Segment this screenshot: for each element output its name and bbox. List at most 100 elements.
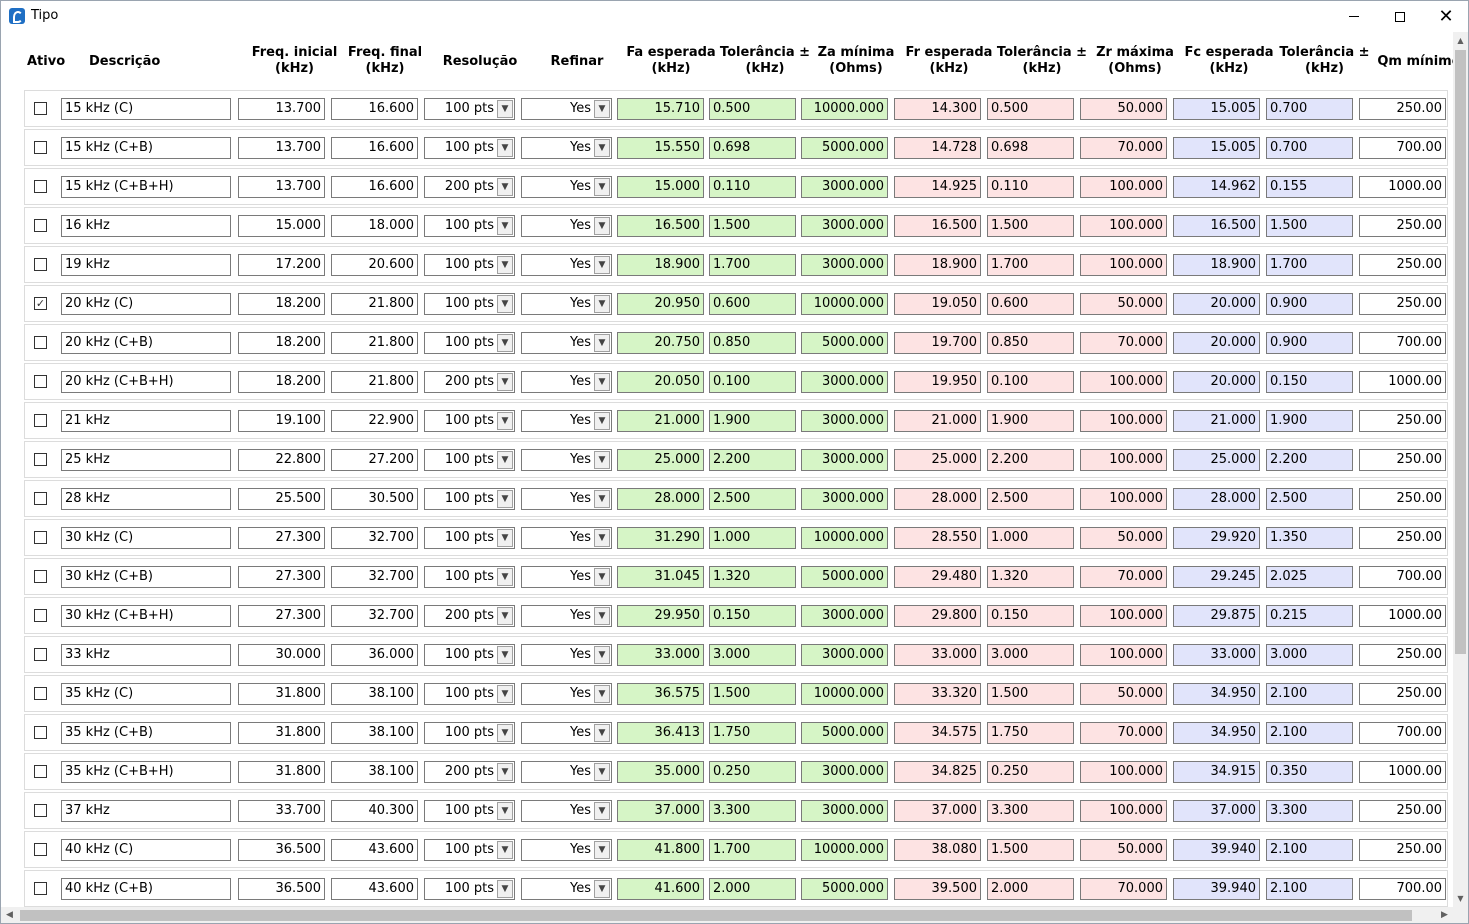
- vertical-scroll-thumb[interactable]: [1455, 50, 1466, 654]
- fr-tol-field[interactable]: 0.100: [987, 371, 1074, 393]
- za-minima-field[interactable]: 5000.000: [801, 722, 888, 744]
- refinar-dropdown[interactable]: Yes ▼: [521, 449, 612, 471]
- fa-tol-field[interactable]: 3.000: [709, 644, 796, 666]
- chevron-down-icon[interactable]: ▼: [497, 451, 513, 469]
- ativo-checkbox[interactable]: [34, 843, 47, 856]
- descricao-field[interactable]: 37 kHz: [61, 800, 231, 822]
- descricao-field[interactable]: 35 kHz (C+B+H): [61, 761, 231, 783]
- chevron-down-icon[interactable]: ▼: [594, 685, 610, 703]
- zr-maxima-field[interactable]: 100.000: [1080, 215, 1167, 237]
- freq-final-field[interactable]: 27.200: [331, 449, 418, 471]
- freq-inicial-field[interactable]: 33.700: [238, 800, 325, 822]
- chevron-down-icon[interactable]: ▼: [497, 685, 513, 703]
- freq-final-field[interactable]: 36.000: [331, 644, 418, 666]
- zr-maxima-field[interactable]: 70.000: [1080, 137, 1167, 159]
- chevron-down-icon[interactable]: ▼: [497, 217, 513, 235]
- fr-esperada-field[interactable]: 34.825: [894, 761, 981, 783]
- fr-tol-field[interactable]: 2.500: [987, 488, 1074, 510]
- chevron-down-icon[interactable]: ▼: [497, 100, 513, 118]
- resolucao-dropdown[interactable]: 100 pts ▼: [424, 683, 515, 705]
- za-minima-field[interactable]: 10000.000: [801, 293, 888, 315]
- freq-final-field[interactable]: 21.800: [331, 293, 418, 315]
- fc-esperada-field[interactable]: 29.245: [1173, 566, 1260, 588]
- chevron-down-icon[interactable]: ▼: [497, 295, 513, 313]
- fa-tol-field[interactable]: 0.250: [709, 761, 796, 783]
- freq-final-field[interactable]: 43.600: [331, 839, 418, 861]
- resolucao-dropdown[interactable]: 100 pts ▼: [424, 878, 515, 900]
- chevron-down-icon[interactable]: ▼: [497, 880, 513, 898]
- za-minima-field[interactable]: 3000.000: [801, 176, 888, 198]
- refinar-dropdown[interactable]: Yes ▼: [521, 566, 612, 588]
- fc-esperada-field[interactable]: 33.000: [1173, 644, 1260, 666]
- ativo-checkbox[interactable]: [34, 687, 47, 700]
- zr-maxima-field[interactable]: 70.000: [1080, 332, 1167, 354]
- freq-inicial-field[interactable]: 30.000: [238, 644, 325, 666]
- freq-inicial-field[interactable]: 18.200: [238, 332, 325, 354]
- fr-tol-field[interactable]: 2.200: [987, 449, 1074, 471]
- qm-minimo-field[interactable]: 250.00: [1359, 254, 1446, 276]
- descricao-field[interactable]: 30 kHz (C): [61, 527, 231, 549]
- qm-minimo-field[interactable]: 1000.00: [1359, 176, 1446, 198]
- qm-minimo-field[interactable]: 1000.00: [1359, 761, 1446, 783]
- freq-inicial-field[interactable]: 13.700: [238, 176, 325, 198]
- fa-tol-field[interactable]: 1.500: [709, 215, 796, 237]
- qm-minimo-field[interactable]: 250.00: [1359, 683, 1446, 705]
- resolucao-dropdown[interactable]: 100 pts ▼: [424, 644, 515, 666]
- chevron-down-icon[interactable]: ▼: [594, 646, 610, 664]
- fa-esperada-field[interactable]: 15.710: [617, 98, 704, 120]
- chevron-down-icon[interactable]: ▼: [594, 724, 610, 742]
- fa-tol-field[interactable]: 1.700: [709, 254, 796, 276]
- fa-tol-field[interactable]: 0.500: [709, 98, 796, 120]
- ativo-checkbox[interactable]: [34, 375, 47, 388]
- freq-inicial-field[interactable]: 15.000: [238, 215, 325, 237]
- chevron-down-icon[interactable]: ▼: [497, 256, 513, 274]
- fc-esperada-field[interactable]: 14.962: [1173, 176, 1260, 198]
- fr-tol-field[interactable]: 1.500: [987, 215, 1074, 237]
- freq-final-field[interactable]: 38.100: [331, 722, 418, 744]
- fa-esperada-field[interactable]: 21.000: [617, 410, 704, 432]
- freq-inicial-field[interactable]: 19.100: [238, 410, 325, 432]
- za-minima-field[interactable]: 3000.000: [801, 761, 888, 783]
- zr-maxima-field[interactable]: 50.000: [1080, 839, 1167, 861]
- fr-esperada-field[interactable]: 18.900: [894, 254, 981, 276]
- za-minima-field[interactable]: 3000.000: [801, 410, 888, 432]
- ativo-checkbox[interactable]: [34, 609, 47, 622]
- descricao-field[interactable]: 15 kHz (C): [61, 98, 231, 120]
- freq-final-field[interactable]: 21.800: [331, 332, 418, 354]
- fa-tol-field[interactable]: 2.500: [709, 488, 796, 510]
- fa-esperada-field[interactable]: 16.500: [617, 215, 704, 237]
- fr-esperada-field[interactable]: 14.300: [894, 98, 981, 120]
- fa-tol-field[interactable]: 1.000: [709, 527, 796, 549]
- qm-minimo-field[interactable]: 250.00: [1359, 644, 1446, 666]
- scroll-down-icon[interactable]: ▼: [1457, 894, 1464, 903]
- fc-esperada-field[interactable]: 20.000: [1173, 371, 1260, 393]
- ativo-checkbox[interactable]: [34, 414, 47, 427]
- fa-esperada-field[interactable]: 25.000: [617, 449, 704, 471]
- refinar-dropdown[interactable]: Yes ▼: [521, 371, 612, 393]
- qm-minimo-field[interactable]: 700.00: [1359, 137, 1446, 159]
- fa-esperada-field[interactable]: 20.750: [617, 332, 704, 354]
- za-minima-field[interactable]: 10000.000: [801, 683, 888, 705]
- fa-esperada-field[interactable]: 15.550: [617, 137, 704, 159]
- zr-maxima-field[interactable]: 100.000: [1080, 410, 1167, 432]
- fr-tol-field[interactable]: 1.000: [987, 527, 1074, 549]
- ativo-checkbox[interactable]: [34, 336, 47, 349]
- descricao-field[interactable]: 16 kHz: [61, 215, 231, 237]
- freq-inicial-field[interactable]: 22.800: [238, 449, 325, 471]
- chevron-down-icon[interactable]: ▼: [594, 412, 610, 430]
- refinar-dropdown[interactable]: Yes ▼: [521, 488, 612, 510]
- zr-maxima-field[interactable]: 70.000: [1080, 566, 1167, 588]
- chevron-down-icon[interactable]: ▼: [594, 295, 610, 313]
- fa-tol-field[interactable]: 3.300: [709, 800, 796, 822]
- chevron-down-icon[interactable]: ▼: [594, 529, 610, 547]
- fr-tol-field[interactable]: 1.900: [987, 410, 1074, 432]
- fc-tol-field[interactable]: 2.200: [1266, 449, 1353, 471]
- freq-final-field[interactable]: 32.700: [331, 566, 418, 588]
- descricao-field[interactable]: 28 kHz: [61, 488, 231, 510]
- resolucao-dropdown[interactable]: 200 pts ▼: [424, 605, 515, 627]
- qm-minimo-field[interactable]: 250.00: [1359, 527, 1446, 549]
- fc-esperada-field[interactable]: 16.500: [1173, 215, 1260, 237]
- resolucao-dropdown[interactable]: 100 pts ▼: [424, 527, 515, 549]
- refinar-dropdown[interactable]: Yes ▼: [521, 98, 612, 120]
- refinar-dropdown[interactable]: Yes ▼: [521, 254, 612, 276]
